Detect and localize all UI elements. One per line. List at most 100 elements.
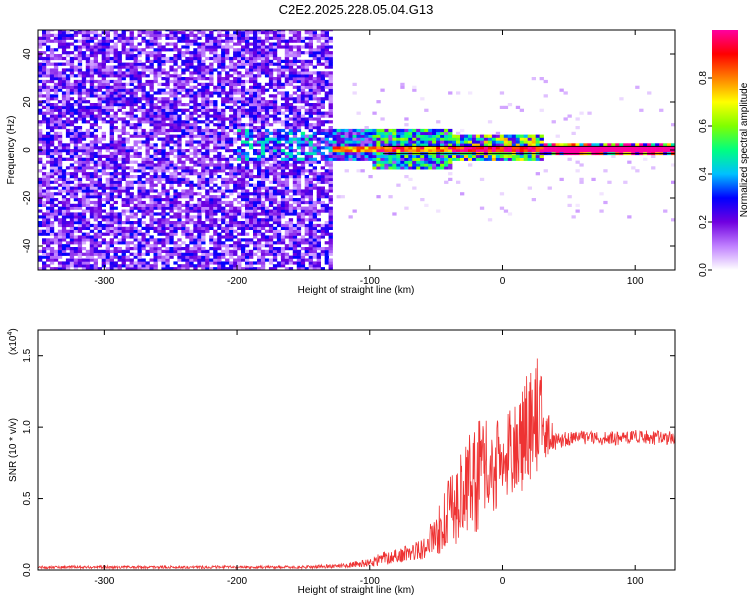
- spectrogram-cell: [185, 183, 190, 187]
- spectrogram-cell: [189, 131, 194, 135]
- spectrogram-cell: [213, 68, 218, 72]
- spectrogram-cell: [312, 30, 317, 32]
- spectrogram-cell: [165, 163, 170, 167]
- spectrogram-cell: [38, 54, 43, 58]
- spectrogram-cell: [129, 183, 134, 187]
- spectrogram-cell: [153, 177, 158, 181]
- spectrogram-cell: [308, 74, 313, 78]
- spectrogram-cell: [101, 74, 106, 78]
- spectrogram-cell: [249, 203, 254, 207]
- spectrogram-cell: [89, 59, 95, 63]
- spectrogram-cell: [288, 206, 294, 210]
- spectrogram-cell: [173, 229, 178, 233]
- spectrogram-cell: [264, 54, 270, 58]
- spectrogram-cell: [46, 180, 51, 184]
- spectrogram-cell: [324, 223, 329, 228]
- spectrogram-cell: [328, 186, 333, 190]
- spectrogram-cell: [53, 149, 59, 153]
- spectrogram-cell: [213, 30, 218, 32]
- spectrogram-cell: [264, 238, 270, 242]
- spectrogram-cell: [316, 267, 321, 270]
- spectrogram-cell: [153, 126, 158, 130]
- spectrogram-cell: [197, 103, 202, 107]
- spectrogram-cell: [125, 149, 130, 153]
- spectrogram-cell: [53, 134, 59, 138]
- spectrogram-cell: [264, 105, 270, 109]
- spectrogram-cell: [205, 264, 210, 268]
- spectrogram-cell: [93, 151, 98, 156]
- spectrogram-cell: [145, 149, 150, 153]
- spectrogram-cell: [177, 215, 182, 219]
- spectrogram-cell: [217, 131, 222, 135]
- spectrogram-cell: [213, 223, 218, 228]
- spectrogram-cell: [308, 88, 313, 92]
- spectrogram-cell: [312, 166, 317, 170]
- spectrogram-cell: [121, 151, 126, 156]
- spectrogram-cell: [245, 68, 250, 72]
- spectrogram-cell: [217, 108, 222, 112]
- spectrogram-cell: [296, 166, 302, 170]
- spectrogram-cell: [340, 157, 345, 161]
- spectrogram-cell: [296, 33, 302, 37]
- spectrogram-cell: [101, 68, 106, 72]
- spectrogram-cell: [300, 261, 306, 265]
- spectrogram-cell: [89, 74, 95, 78]
- spectrogram-cell: [137, 117, 142, 121]
- spectrogram-cell: [404, 134, 409, 138]
- spectrogram-cell: [229, 149, 234, 153]
- spectrogram-cell: [221, 45, 226, 49]
- spectrogram-cell: [296, 117, 302, 121]
- spectrogram-cell: [49, 252, 55, 256]
- spectrogram-cell: [372, 111, 377, 115]
- spectrogram-cell: [137, 200, 142, 205]
- spectrogram-cell: [316, 143, 321, 147]
- spectrogram-cell: [81, 267, 87, 270]
- spectrogram-cell: [93, 169, 98, 173]
- spectrogram-cell: [292, 177, 298, 181]
- spectrogram-cell: [65, 100, 71, 104]
- spectrogram-cell: [77, 146, 83, 150]
- spectrogram-cell: [81, 252, 87, 256]
- spectrogram-cell: [229, 226, 234, 230]
- spectrogram-cell: [304, 97, 309, 101]
- spectrogram-cell: [105, 71, 110, 75]
- spectrogram-cell: [193, 123, 198, 127]
- spectrogram-cell: [61, 221, 67, 225]
- spectrogram-cell: [284, 146, 290, 150]
- spectrogram-cell: [153, 198, 158, 202]
- spectrogram-cell: [300, 218, 306, 222]
- spectrogram-cell: [65, 123, 71, 127]
- spectrogram-cell: [213, 169, 218, 173]
- spectrogram-cell: [400, 140, 405, 144]
- spectrogram-cell: [280, 160, 286, 164]
- spectrogram-cell: [233, 186, 238, 190]
- spectrogram-cell: [388, 146, 393, 150]
- spectrogram-cell: [97, 39, 102, 43]
- spectrogram-cell: [280, 206, 286, 210]
- spectrogram-cell: [129, 186, 134, 190]
- spectrogram-cell: [304, 42, 309, 46]
- spectrogram-cell: [197, 62, 202, 66]
- spectrogram-cell: [292, 192, 298, 196]
- spectrogram-cell: [280, 143, 286, 147]
- spectrogram-cell: [316, 238, 321, 242]
- spectrogram-cell: [42, 247, 47, 251]
- spectrogram-cell: [77, 206, 83, 210]
- spectrogram-cell: [328, 180, 333, 184]
- spectrogram-cell: [141, 267, 146, 270]
- spectrogram-cell: [308, 79, 313, 84]
- spectrogram-cell: [280, 39, 286, 43]
- spectrogram-cell: [105, 114, 110, 118]
- spectrogram-cell: [125, 140, 130, 144]
- spectrogram-cell: [49, 117, 55, 121]
- spectrogram-cell: [157, 108, 162, 112]
- spectrogram-cell: [141, 85, 146, 89]
- spectrogram-cell: [253, 195, 258, 199]
- spectrogram-cell: [121, 241, 126, 245]
- spectrogram-cell: [101, 131, 106, 135]
- spectrogram-cell: [229, 223, 234, 228]
- spectrogram-cell: [125, 91, 130, 95]
- spectrogram-cell: [225, 180, 230, 184]
- spectrogram-cell: [328, 62, 333, 66]
- spectrogram-cell: [241, 244, 246, 248]
